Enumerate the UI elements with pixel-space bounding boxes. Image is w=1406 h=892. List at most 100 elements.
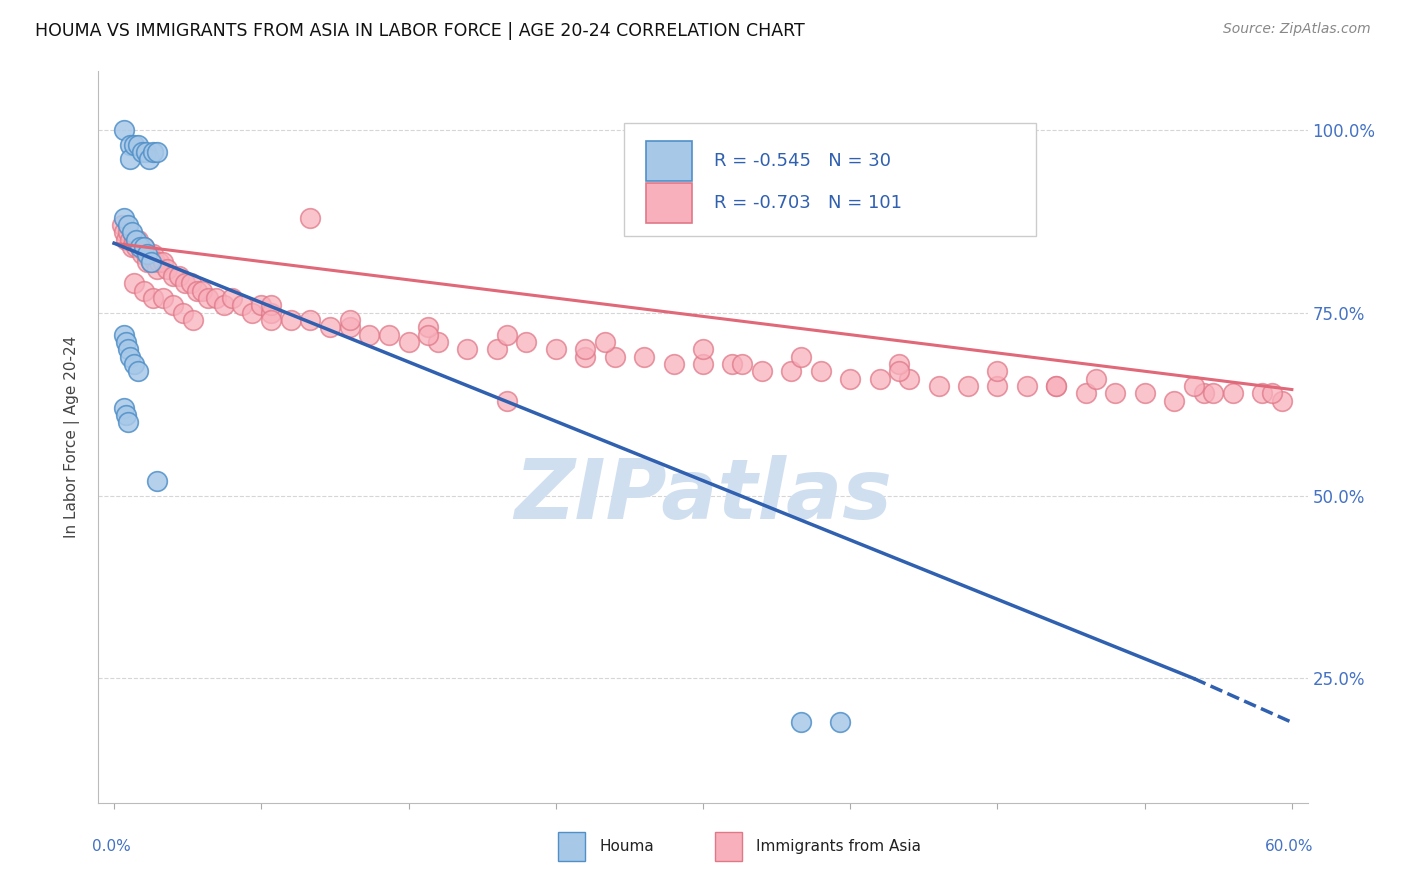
- Point: [152, 254, 174, 268]
- Point: [112, 211, 135, 225]
- Point: [1251, 386, 1274, 401]
- Point: [231, 298, 253, 312]
- Point: [485, 343, 508, 357]
- Point: [180, 277, 202, 291]
- Point: [1202, 386, 1225, 401]
- Point: [205, 291, 228, 305]
- Point: [112, 327, 135, 342]
- Point: [173, 277, 195, 291]
- Point: [515, 334, 537, 349]
- Point: [731, 357, 754, 371]
- Point: [986, 364, 1008, 378]
- Point: [122, 357, 145, 371]
- Point: [889, 357, 911, 371]
- Point: [115, 334, 138, 349]
- Point: [142, 145, 165, 159]
- Point: [121, 225, 143, 239]
- Point: [117, 343, 139, 357]
- Point: [250, 298, 273, 312]
- Point: [574, 350, 596, 364]
- Point: [141, 254, 163, 268]
- Point: [869, 371, 891, 385]
- Point: [662, 357, 685, 371]
- Point: [146, 145, 169, 159]
- Point: [574, 343, 596, 357]
- Point: [633, 350, 655, 364]
- Point: [152, 291, 174, 305]
- Point: [692, 343, 714, 357]
- Point: [118, 152, 141, 166]
- Point: [603, 350, 626, 364]
- Text: Houma: Houma: [599, 839, 654, 855]
- Point: [125, 233, 148, 247]
- Point: [148, 254, 170, 268]
- Point: [339, 313, 361, 327]
- FancyBboxPatch shape: [558, 832, 585, 862]
- Point: [495, 393, 517, 408]
- Text: HOUMA VS IMMIGRANTS FROM ASIA IN LABOR FORCE | AGE 20-24 CORRELATION CHART: HOUMA VS IMMIGRANTS FROM ASIA IN LABOR F…: [35, 22, 804, 40]
- Point: [197, 291, 219, 305]
- Point: [1271, 393, 1294, 408]
- Text: 0.0%: 0.0%: [93, 839, 131, 855]
- Point: [131, 247, 153, 261]
- Point: [319, 320, 342, 334]
- Point: [143, 254, 166, 268]
- Point: [136, 254, 159, 268]
- Point: [456, 343, 478, 357]
- Point: [117, 218, 139, 232]
- Point: [138, 247, 160, 261]
- Point: [790, 715, 813, 730]
- Point: [956, 379, 979, 393]
- Point: [418, 320, 440, 334]
- Point: [136, 247, 159, 261]
- Text: 60.0%: 60.0%: [1265, 839, 1313, 855]
- Point: [299, 313, 322, 327]
- Point: [146, 474, 169, 488]
- Point: [751, 364, 773, 378]
- Point: [260, 313, 283, 327]
- Point: [125, 240, 148, 254]
- Point: [398, 334, 420, 349]
- FancyBboxPatch shape: [647, 183, 692, 223]
- Point: [839, 371, 862, 385]
- Point: [112, 401, 135, 415]
- Point: [128, 240, 150, 254]
- Point: [135, 145, 157, 159]
- Point: [132, 284, 155, 298]
- FancyBboxPatch shape: [624, 122, 1035, 235]
- Point: [122, 277, 145, 291]
- Point: [1015, 379, 1038, 393]
- Text: R = -0.545   N = 30: R = -0.545 N = 30: [714, 152, 891, 170]
- Point: [128, 240, 150, 254]
- Point: [1074, 386, 1097, 401]
- Point: [221, 291, 243, 305]
- Point: [156, 261, 179, 276]
- Point: [141, 254, 163, 268]
- Point: [1133, 386, 1156, 401]
- Point: [1045, 379, 1067, 393]
- Point: [1182, 379, 1205, 393]
- Point: [780, 364, 803, 378]
- Point: [115, 408, 138, 422]
- Point: [212, 298, 235, 312]
- Point: [928, 379, 950, 393]
- Point: [162, 298, 184, 312]
- Text: ZIPatlas: ZIPatlas: [515, 455, 891, 536]
- Point: [339, 320, 361, 334]
- Point: [1104, 386, 1126, 401]
- Point: [280, 313, 302, 327]
- Point: [889, 364, 911, 378]
- Point: [127, 364, 149, 378]
- Point: [1084, 371, 1107, 385]
- Point: [260, 298, 283, 312]
- Point: [1261, 386, 1284, 401]
- Point: [181, 313, 204, 327]
- Point: [692, 357, 714, 371]
- Point: [117, 225, 139, 239]
- Point: [112, 123, 135, 137]
- Point: [172, 306, 194, 320]
- Point: [131, 145, 153, 159]
- Text: Immigrants from Asia: Immigrants from Asia: [756, 839, 921, 855]
- Point: [127, 233, 149, 247]
- Point: [111, 218, 134, 232]
